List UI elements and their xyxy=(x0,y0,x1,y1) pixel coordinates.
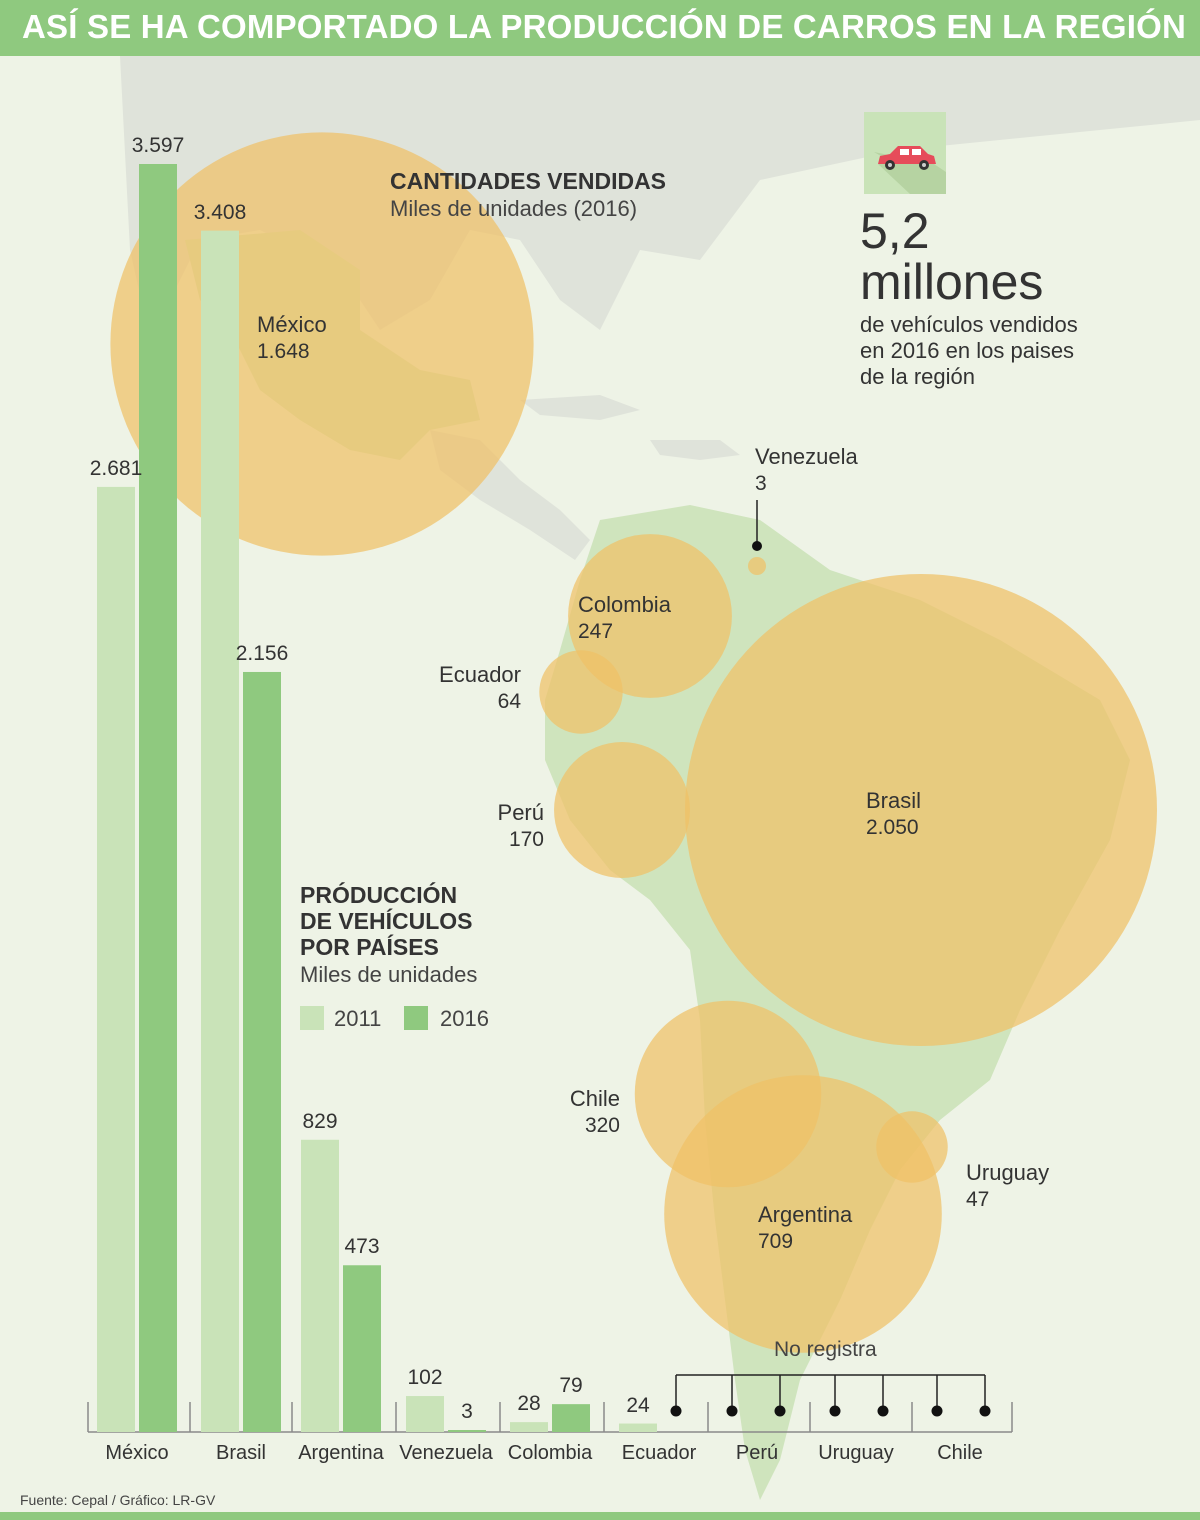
bottom-bar xyxy=(0,1512,1200,1520)
bar-value-ecuador-2011: 24 xyxy=(626,1393,650,1417)
bar-mexico-2016 xyxy=(139,164,177,1432)
page-title: ASÍ SE HA COMPORTADO LA PRODUCCIÓN DE CA… xyxy=(22,8,1186,45)
bubble-name-mexico: México xyxy=(257,312,327,337)
x-tick-label-argentina: Argentina xyxy=(298,1442,384,1464)
bar-ecuador-2011 xyxy=(619,1423,657,1432)
car-icon xyxy=(864,112,946,194)
bubble-name-chile: Chile xyxy=(569,1086,620,1111)
bar-venezuela-2011 xyxy=(406,1396,444,1432)
production-section-title: PRÓDUCCIÓN DE VEHÍCULOS POR PAÍSES xyxy=(300,882,473,960)
bar-brasil-2011 xyxy=(201,230,239,1433)
bubble-value-chile: 320 xyxy=(584,1114,620,1137)
bar-value-brasil-2016: 2.156 xyxy=(235,641,289,665)
bracket-dot xyxy=(829,1405,841,1417)
bracket-dot xyxy=(670,1405,682,1417)
bubble-name-argentina: Argentina xyxy=(758,1202,853,1227)
summary-unit: millones xyxy=(860,254,1044,310)
bubble-value-mexico: 1.648 xyxy=(257,340,310,363)
bubble-name-ecuador: Ecuador xyxy=(439,662,521,687)
bubble-name-uruguay: Uruguay xyxy=(966,1160,1050,1185)
bar-value-colombia-2011: 28 xyxy=(517,1392,541,1416)
legend-swatch-2011 xyxy=(300,1006,324,1030)
production-title-line-1: PRÓDUCCIÓN xyxy=(300,882,458,908)
source-note: Fuente: Cepal / Gráfico: LR-GV xyxy=(20,1492,216,1508)
bubble-value-uruguay: 47 xyxy=(966,1188,990,1211)
bar-venezuela-2016 xyxy=(448,1430,486,1432)
bubble-name-colombia: Colombia xyxy=(578,592,671,617)
bubble-argentina xyxy=(664,1075,942,1353)
bubble-value-ecuador: 64 xyxy=(497,690,521,713)
bubble-value-argentina: 709 xyxy=(758,1230,794,1253)
bar-argentina-2016 xyxy=(343,1265,381,1432)
bubble-value-venezuela: 3 xyxy=(755,472,767,495)
header-bar: ASÍ SE HA COMPORTADO LA PRODUCCIÓN DE CA… xyxy=(0,0,1200,56)
production-title-line-2: DE VEHÍCULOS xyxy=(300,908,473,934)
bar-value-argentina-2011: 829 xyxy=(302,1109,338,1133)
bar-value-mexico-2011: 2.681 xyxy=(89,456,143,480)
x-tick-label-venezuela: Venezuela xyxy=(399,1442,493,1464)
bubble-value-brasil: 2.050 xyxy=(866,816,919,839)
legend-label-2016: 2016 xyxy=(440,1006,489,1031)
bracket-dot xyxy=(774,1405,786,1417)
bubble-name-venezuela: Venezuela xyxy=(755,444,858,469)
bar-value-mexico-2016: 3.597 xyxy=(131,134,185,157)
bubble-venezuela xyxy=(747,556,767,576)
bar-argentina-2011 xyxy=(301,1139,339,1432)
bar-value-colombia-2016: 79 xyxy=(559,1374,583,1398)
production-title-line-3: POR PAÍSES xyxy=(300,934,439,960)
bubble-peru xyxy=(554,742,690,878)
bracket-dot xyxy=(979,1405,991,1417)
x-tick-label-peru: Perú xyxy=(735,1442,779,1464)
legend-swatch-2016 xyxy=(404,1006,428,1030)
bar-value-brasil-2011: 3.408 xyxy=(193,200,247,224)
sales-section-title: CANTIDADES VENDIDAS xyxy=(390,168,667,194)
bubble-ecuador xyxy=(539,650,623,734)
legend-label-2011: 2011 xyxy=(334,1006,382,1031)
bar-mexico-2011 xyxy=(97,486,135,1432)
bar-value-argentina-2016: 473 xyxy=(344,1235,380,1259)
bar-colombia-2011 xyxy=(510,1422,548,1432)
bubble-name-brasil: Brasil xyxy=(866,788,922,813)
no-data-label: No registra xyxy=(774,1338,877,1361)
bracket-dot xyxy=(931,1405,943,1417)
bar-brasil-2016 xyxy=(243,671,281,1432)
x-tick-label-ecuador: Ecuador xyxy=(621,1442,697,1464)
bracket-dot xyxy=(726,1405,738,1417)
x-tick-label-mexico: México xyxy=(105,1442,169,1464)
summary-number: 5,2 xyxy=(860,203,930,259)
bubble-brasil xyxy=(685,574,1157,1046)
x-tick-label-chile: Chile xyxy=(937,1442,983,1464)
caribbean-shape xyxy=(520,395,740,460)
bar-value-venezuela-2011: 102 xyxy=(407,1366,443,1390)
x-tick-label-uruguay: Uruguay xyxy=(818,1442,894,1464)
x-tick-label-brasil: Brasil xyxy=(215,1442,266,1464)
bubble-value-peru: 170 xyxy=(508,828,544,851)
bubble-colombia xyxy=(568,534,732,698)
x-tick-label-colombia: Colombia xyxy=(507,1442,593,1464)
bar-colombia-2016 xyxy=(552,1404,590,1432)
bubble-name-peru: Perú xyxy=(497,800,544,825)
bubble-value-colombia: 247 xyxy=(578,620,614,643)
summary-description: de vehículos vendidos en 2016 en los pai… xyxy=(860,312,1078,389)
bar-value-venezuela-2016: 3 xyxy=(461,1400,473,1423)
bracket-dot xyxy=(877,1405,889,1417)
production-section-subtitle: Miles de unidades xyxy=(300,962,478,987)
sales-section-subtitle: Miles de unidades (2016) xyxy=(390,196,638,221)
